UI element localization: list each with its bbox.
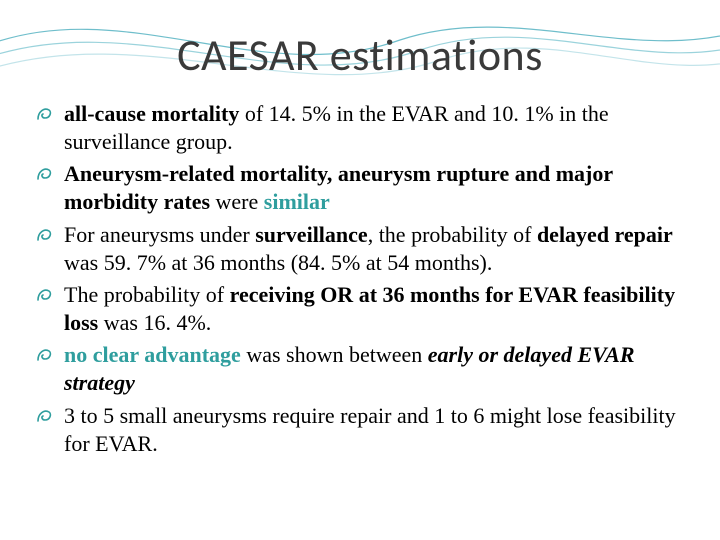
bullet-list: all-cause mortality of 14. 5% in the EVA… (0, 82, 720, 458)
text-run: The probability of (64, 282, 230, 307)
text-run: was 59. 7% at 36 months (84. 5% at 54 mo… (64, 250, 492, 275)
swirl-bullet-icon (36, 347, 52, 363)
bullet-item: all-cause mortality of 14. 5% in the EVA… (36, 100, 684, 156)
bullet-item: Aneurysm-related mortality, aneurysm rup… (36, 160, 684, 216)
text-run: no clear advantage (64, 342, 241, 367)
text-run: similar (264, 189, 330, 214)
swirl-bullet-icon (36, 166, 52, 182)
text-run: delayed repair (537, 222, 673, 247)
swirl-bullet-icon (36, 287, 52, 303)
bullet-text: For aneurysms under surveillance, the pr… (64, 222, 673, 275)
bullet-text: Aneurysm-related mortality, aneurysm rup… (64, 161, 613, 214)
text-run: all-cause mortality (64, 101, 239, 126)
text-run: 3 to 5 small aneurysms require repair an… (64, 403, 676, 456)
text-run: was 16. 4%. (98, 310, 211, 335)
bullet-item: no clear advantage was shown between ear… (36, 341, 684, 397)
text-run: , the probability of (368, 222, 537, 247)
bullet-text: all-cause mortality of 14. 5% in the EVA… (64, 101, 609, 154)
bullet-item: The probability of receiving OR at 36 mo… (36, 281, 684, 337)
bullet-item: For aneurysms under surveillance, the pr… (36, 221, 684, 277)
text-run: was shown between (241, 342, 428, 367)
swirl-bullet-icon (36, 408, 52, 424)
bullet-text: The probability of receiving OR at 36 mo… (64, 282, 675, 335)
bullet-text: 3 to 5 small aneurysms require repair an… (64, 403, 676, 456)
bullet-text: no clear advantage was shown between ear… (64, 342, 635, 395)
swirl-bullet-icon (36, 227, 52, 243)
text-run: were (210, 189, 264, 214)
bullet-item: 3 to 5 small aneurysms require repair an… (36, 402, 684, 458)
swirl-bullet-icon (36, 106, 52, 122)
slide-title: CAESAR estimations (0, 0, 720, 82)
text-run: Aneurysm-related mortality, aneurysm rup… (64, 161, 613, 214)
text-run: surveillance (255, 222, 367, 247)
text-run: For aneurysms under (64, 222, 255, 247)
